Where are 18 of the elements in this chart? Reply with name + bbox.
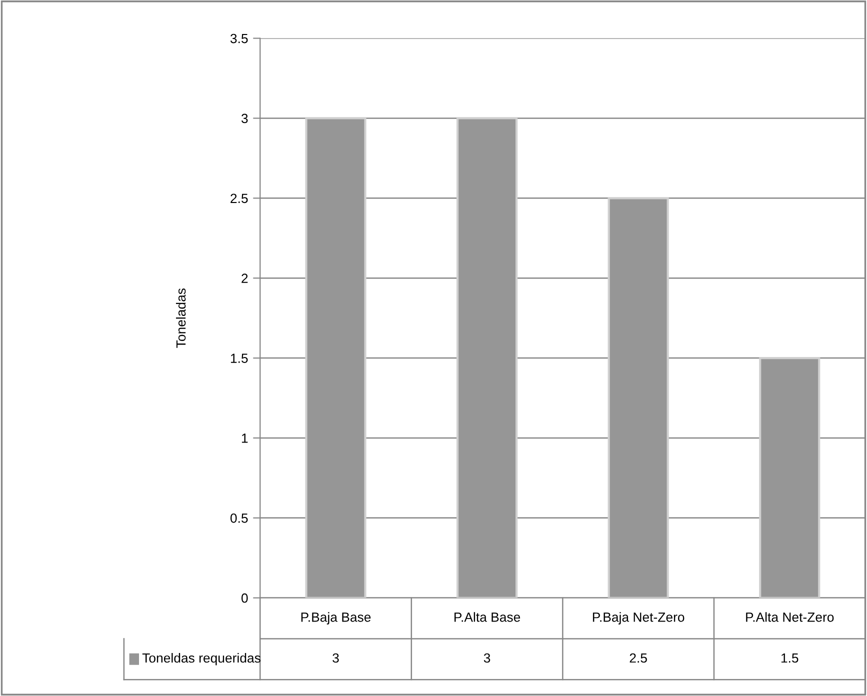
y-tick-label: 3.5 — [230, 34, 248, 44]
x-tick-label: P.Alta Net-Zero — [746, 612, 834, 622]
y-tick-label: 2 — [242, 274, 248, 283]
data-label: 3 — [332, 653, 339, 663]
x-tick-label: P.Alta Base — [454, 612, 520, 622]
y-tick-label: 1.5 — [230, 354, 248, 363]
data-label: 1.5 — [781, 653, 798, 663]
y-tick-label: 0 — [241, 593, 248, 603]
y-axis-title: Toneladas — [176, 288, 186, 348]
y-tick-label: 0.5 — [230, 513, 248, 523]
y-tick-label: 3 — [241, 114, 248, 124]
y-tick-label: 2.5 — [230, 194, 248, 204]
data-label: 3 — [484, 653, 490, 663]
y-tick-label: 1 — [242, 434, 248, 443]
x-tick-label: P.Baja Net-Zero — [592, 612, 684, 624]
legend-label: Toneldas requeridas — [142, 652, 260, 666]
data-label: 2.5 — [630, 653, 647, 663]
x-tick-label: P.Baja Base — [301, 612, 371, 624]
